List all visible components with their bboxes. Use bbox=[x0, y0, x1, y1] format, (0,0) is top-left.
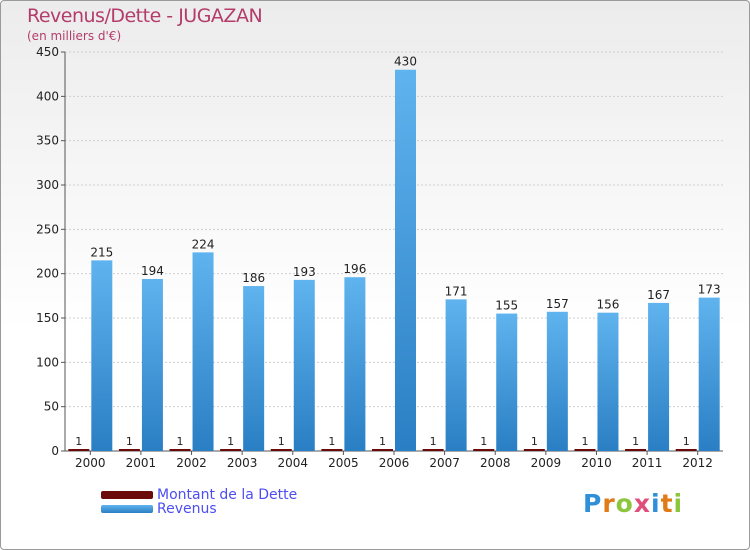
x-tick-label: 2005 bbox=[328, 456, 359, 470]
bar-revenue bbox=[597, 312, 619, 451]
bar-debt bbox=[372, 449, 393, 451]
x-tick-label: 2007 bbox=[429, 456, 460, 470]
bar-revenue bbox=[395, 69, 416, 451]
bar-debt-label: 1 bbox=[75, 435, 82, 448]
bar-revenue bbox=[344, 277, 366, 451]
bar-debt-label: 1 bbox=[227, 435, 234, 448]
bar-debt-label: 1 bbox=[126, 435, 133, 448]
bar-debt-label: 1 bbox=[430, 435, 437, 448]
bar-debt bbox=[321, 449, 343, 451]
x-tick-label: 2004 bbox=[277, 456, 308, 470]
legend-item-revenue: Revenus bbox=[101, 501, 217, 517]
bar-revenue-label: 224 bbox=[192, 237, 215, 251]
legend-item-debt: Montant de la Dette bbox=[101, 487, 297, 503]
chart-title: Revenus/Dette - JUGAZAN bbox=[27, 5, 263, 27]
x-tick-label: 2001 bbox=[126, 456, 157, 470]
logo-letter: i bbox=[651, 489, 661, 518]
bar-revenue bbox=[698, 297, 720, 451]
bar-revenue-label: 430 bbox=[394, 55, 417, 69]
bar-revenue bbox=[192, 252, 214, 451]
bar-revenue bbox=[496, 313, 518, 451]
bar-debt-label: 1 bbox=[531, 435, 538, 448]
y-tick-label: 0 bbox=[51, 444, 59, 458]
chart-subtitle: (en milliers d'€) bbox=[27, 29, 122, 43]
y-tick-label: 150 bbox=[36, 311, 59, 325]
bar-revenue-label: 157 bbox=[546, 297, 569, 311]
bar-revenue-label: 167 bbox=[647, 288, 670, 302]
bar-revenue bbox=[445, 299, 467, 451]
bar-debt-label: 1 bbox=[177, 435, 184, 448]
y-tick-label: 350 bbox=[36, 134, 59, 148]
logo-letter: x bbox=[633, 489, 651, 518]
bar-revenue bbox=[91, 260, 113, 451]
bar-debt-label: 1 bbox=[379, 435, 386, 448]
bar-debt bbox=[523, 449, 545, 451]
bar-debt bbox=[473, 449, 495, 451]
y-tick-label: 200 bbox=[36, 267, 59, 281]
bar-debt bbox=[270, 449, 292, 451]
bar-debt-label: 1 bbox=[328, 435, 335, 448]
bar-debt-label: 1 bbox=[632, 435, 639, 448]
x-tick-label: 2011 bbox=[632, 456, 663, 470]
proxiti-logo: Proxiti bbox=[583, 489, 683, 518]
bar-revenue bbox=[648, 302, 670, 451]
bar-revenue bbox=[546, 311, 568, 451]
x-tick-label: 2003 bbox=[227, 456, 258, 470]
x-tick-label: 2009 bbox=[531, 456, 562, 470]
x-tick-label: 2012 bbox=[682, 456, 713, 470]
y-tick-label: 250 bbox=[36, 222, 59, 236]
logo-letter: o bbox=[615, 489, 634, 518]
y-tick-label: 50 bbox=[44, 400, 59, 414]
x-tick-label: 2010 bbox=[581, 456, 612, 470]
logo-letter: r bbox=[602, 489, 616, 518]
bar-revenue bbox=[243, 286, 265, 451]
bar-revenue-label: 194 bbox=[141, 264, 164, 278]
bar-debt bbox=[220, 449, 242, 451]
bar-debt bbox=[675, 449, 697, 451]
bar-debt bbox=[169, 449, 191, 451]
bar-debt bbox=[68, 449, 90, 451]
bar-revenue-label: 171 bbox=[445, 284, 468, 298]
x-tick-label: 2008 bbox=[480, 456, 511, 470]
bar-debt-label: 1 bbox=[480, 435, 487, 448]
y-tick-label: 300 bbox=[36, 178, 59, 192]
bar-revenue-label: 215 bbox=[90, 245, 113, 259]
bar-debt-label: 1 bbox=[683, 435, 690, 448]
logo-letter: t bbox=[660, 489, 674, 518]
bar-revenue-label: 196 bbox=[343, 262, 366, 276]
x-tick-label: 2006 bbox=[379, 456, 410, 470]
bar-revenue bbox=[141, 278, 163, 451]
bar-revenue-label: 186 bbox=[242, 271, 265, 285]
bar-debt bbox=[118, 449, 140, 451]
bar-revenue-label: 193 bbox=[293, 265, 316, 279]
legend-label-debt: Montant de la Dette bbox=[157, 487, 298, 503]
legend-label-revenue: Revenus bbox=[157, 501, 217, 517]
x-tick-label: 2000 bbox=[75, 456, 106, 470]
bar-debt-label: 1 bbox=[581, 435, 588, 448]
bar-debt bbox=[574, 449, 596, 451]
bar-debt bbox=[625, 449, 647, 451]
legend-swatch-revenue bbox=[101, 505, 153, 513]
bar-debt bbox=[422, 449, 444, 451]
bar-revenue-label: 173 bbox=[698, 283, 721, 297]
y-tick-label: 450 bbox=[36, 45, 59, 59]
logo-letter: i bbox=[673, 489, 684, 518]
x-tick-label: 2002 bbox=[176, 456, 207, 470]
y-tick-label: 100 bbox=[36, 355, 59, 369]
bar-revenue-label: 156 bbox=[597, 298, 620, 312]
bar-debt-label: 1 bbox=[278, 435, 285, 448]
y-tick-label: 400 bbox=[36, 89, 59, 103]
bar-revenue-label: 155 bbox=[495, 299, 518, 313]
bar-revenue bbox=[293, 279, 315, 451]
logo-letter: P bbox=[583, 489, 603, 518]
legend-swatch-debt bbox=[101, 491, 153, 499]
